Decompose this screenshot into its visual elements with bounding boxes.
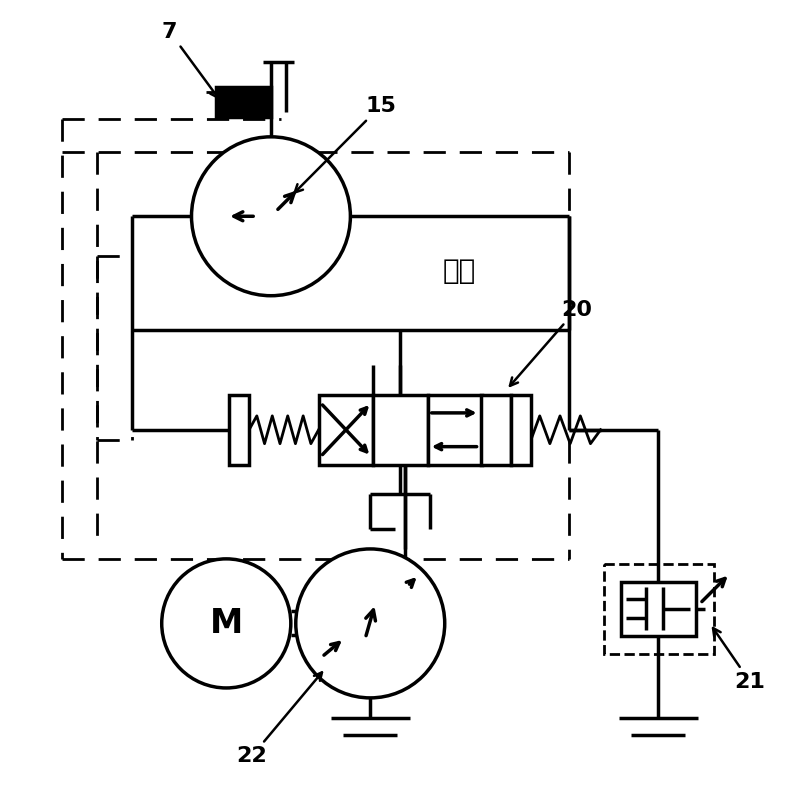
Circle shape xyxy=(295,549,444,698)
Bar xyxy=(216,87,271,117)
Text: 7: 7 xyxy=(161,21,217,98)
Circle shape xyxy=(161,559,290,688)
Text: 马达: 马达 xyxy=(443,257,476,285)
Bar xyxy=(481,395,511,464)
Text: 20: 20 xyxy=(509,300,591,386)
Bar xyxy=(511,395,530,464)
Text: M: M xyxy=(209,607,242,640)
Text: 22: 22 xyxy=(236,673,322,766)
Bar xyxy=(318,395,373,464)
Bar xyxy=(229,395,249,464)
Bar xyxy=(620,582,695,636)
Bar xyxy=(427,395,482,464)
Text: 21: 21 xyxy=(712,628,765,692)
Bar xyxy=(373,395,427,464)
Bar xyxy=(603,564,713,654)
Circle shape xyxy=(191,137,350,296)
Text: 15: 15 xyxy=(294,96,396,192)
